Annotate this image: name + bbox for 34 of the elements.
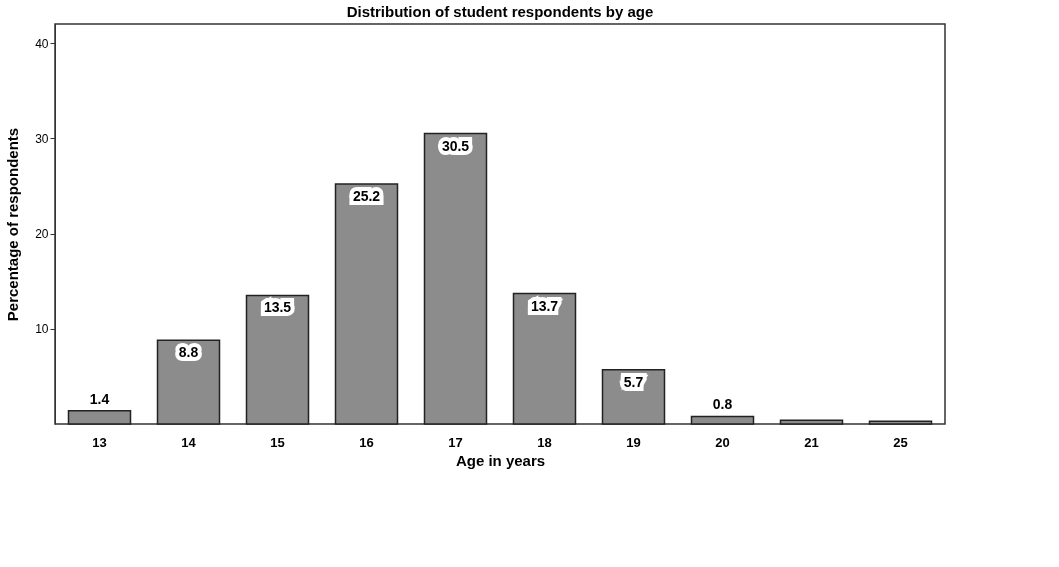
data-label: 13.5 xyxy=(263,299,292,316)
y-axis-title: Percentage of respondents xyxy=(4,127,22,322)
x-tick-label: 21 xyxy=(804,434,819,450)
bar xyxy=(156,339,221,425)
bar xyxy=(423,132,488,425)
x-tick-label: 17 xyxy=(448,434,463,450)
data-label: 13.7 xyxy=(530,297,559,314)
x-tick-label: 16 xyxy=(359,434,374,450)
bar xyxy=(868,420,933,425)
x-tick-label: 25 xyxy=(893,434,908,450)
data-label: 30.5 xyxy=(441,137,470,154)
x-tick-label: 14 xyxy=(181,434,197,450)
y-tick-label: 10 xyxy=(35,322,49,337)
x-tick-label: 13 xyxy=(92,434,107,450)
bar xyxy=(690,415,755,425)
x-tick-label: 20 xyxy=(715,434,730,450)
x-tick-label: 18 xyxy=(537,434,552,450)
y-tick-label: 30 xyxy=(35,131,49,146)
bar xyxy=(334,183,399,425)
x-tick-label: 19 xyxy=(626,434,641,450)
bar xyxy=(67,409,132,425)
bar xyxy=(245,294,310,425)
data-label: 25.2 xyxy=(352,188,381,204)
y-tick-label: 20 xyxy=(35,227,49,242)
x-tick-label: 15 xyxy=(270,434,285,450)
x-axis-title: Age in years xyxy=(455,451,546,469)
data-label: 5.7 xyxy=(623,373,644,390)
data-label: 1.4 xyxy=(89,390,110,407)
bar xyxy=(779,419,844,425)
data-label: 0.8 xyxy=(712,396,733,413)
bar xyxy=(512,292,577,425)
y-tick-label: 40 xyxy=(35,36,49,51)
chart-title: Distribution of student respondents by age xyxy=(346,3,654,20)
data-label: 8.8 xyxy=(178,344,199,361)
